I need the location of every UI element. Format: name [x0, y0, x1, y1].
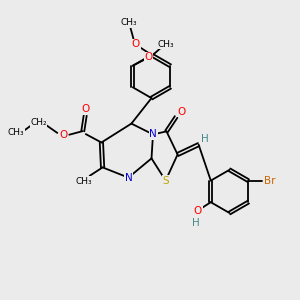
Text: O: O — [132, 39, 140, 50]
Text: S: S — [162, 176, 169, 186]
Text: O: O — [82, 104, 90, 115]
Text: CH₃: CH₃ — [75, 177, 92, 186]
Text: N: N — [124, 172, 132, 183]
Text: O: O — [177, 106, 186, 117]
Text: H: H — [192, 218, 200, 228]
Text: O: O — [59, 130, 68, 140]
Text: CH₃: CH₃ — [158, 40, 174, 49]
Text: CH₃: CH₃ — [8, 128, 25, 137]
Text: H: H — [201, 134, 209, 144]
Text: CH₃: CH₃ — [121, 18, 138, 27]
Text: CH₂: CH₂ — [30, 118, 47, 127]
Text: Br: Br — [264, 176, 276, 186]
Text: O: O — [194, 206, 202, 216]
Text: O: O — [144, 52, 152, 62]
Text: N: N — [149, 129, 157, 140]
